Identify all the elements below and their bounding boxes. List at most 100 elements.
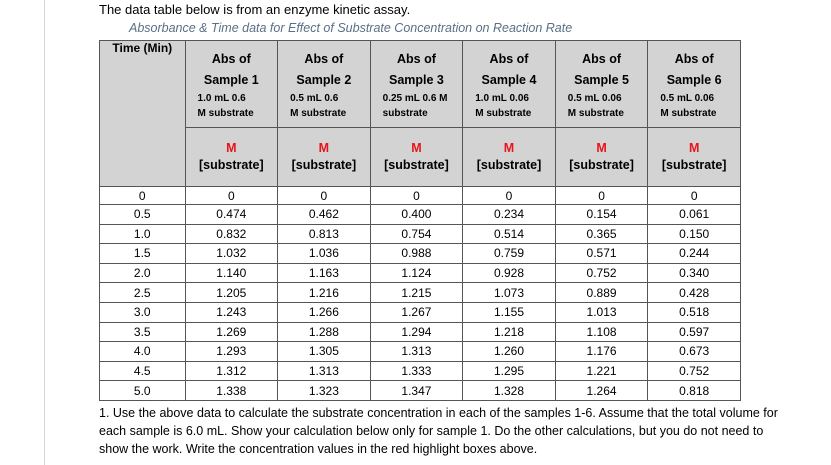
table-cell: 0.752 <box>554 262 649 284</box>
table-cell: 0.234 <box>462 204 556 225</box>
table-cell: 1.313 <box>277 360 371 382</box>
table-cell: 1.215 <box>369 282 464 303</box>
sample-4-concentration-box[interactable]: M [substrate] <box>462 127 556 187</box>
sample-6-title-line2: Sample 6 <box>666 73 722 87</box>
concentration-unit: M <box>226 140 237 155</box>
table-row: 2.5 1.205 1.216 1.215 1.073 0.889 0.428 <box>99 282 741 303</box>
table-cell: 0 <box>462 186 556 205</box>
table-cell: 0 <box>369 186 464 205</box>
table-row: 3.0 1.243 1.266 1.267 1.155 1.013 0.518 <box>99 301 741 323</box>
table-cell: 0.889 <box>554 282 649 303</box>
page-left-border <box>44 0 45 465</box>
table-cell: 1.5 <box>99 243 186 264</box>
table-cell: 0.061 <box>647 204 741 225</box>
table-cell: 1.347 <box>369 380 464 401</box>
table-cell: 0.673 <box>647 341 741 362</box>
table-cell: 1.264 <box>554 380 649 401</box>
sample-4-title-line1: Abs of <box>489 52 529 66</box>
sample-4-title-line2: Sample 4 <box>481 73 537 87</box>
sample-2-title-line1: Abs of <box>304 52 344 66</box>
table-row: 4.5 1.312 1.313 1.333 1.295 1.221 0.752 <box>99 360 741 382</box>
table-row: 1.0 0.832 0.813 0.754 0.514 0.365 0.150 <box>99 223 741 245</box>
table-cell: 0.754 <box>369 223 464 245</box>
table-cell: 1.108 <box>554 321 649 343</box>
intro-text: The data table below is from an enzyme k… <box>99 2 411 17</box>
table-cell: 1.216 <box>277 282 371 303</box>
question-1-text: 1. Use the above data to calculate the s… <box>99 406 778 456</box>
table-cell: 1.333 <box>369 360 464 382</box>
table-cell: 4.0 <box>99 341 186 362</box>
table-cell: 0 <box>647 186 741 205</box>
table-cell: 1.176 <box>554 341 649 362</box>
concentration-label: [substrate] <box>291 157 357 172</box>
absorbance-data-table: Time (Min) Abs of Sample 1 1.0 mL 0.6 M … <box>99 40 741 401</box>
sample-1-header: Abs of Sample 1 1.0 mL 0.6 M substrate <box>184 40 279 128</box>
table-cell: 0.988 <box>369 243 464 264</box>
table-cell: 0 <box>277 186 371 205</box>
table-cell: 2.5 <box>99 282 186 303</box>
sample-3-title-line1: Abs of <box>396 52 436 66</box>
table-cell: 1.155 <box>462 301 556 323</box>
table-cell: 1.013 <box>554 301 649 323</box>
table-cell: 0.752 <box>647 360 741 382</box>
sample-2-desc-line2: M substrate <box>290 108 347 119</box>
sample-1-title-line2: Sample 1 <box>203 73 259 87</box>
table-cell: 3.0 <box>99 301 186 323</box>
table-cell: 0.154 <box>554 204 649 225</box>
sample-6-desc-line1: 0.5 mL 0.06 <box>660 93 715 104</box>
sample-6-header: Abs of Sample 6 0.5 mL 0.06 M substrate <box>647 40 741 128</box>
table-cell: 1.163 <box>277 262 371 284</box>
table-cell: 1.293 <box>184 341 279 362</box>
table-row: 3.5 1.269 1.288 1.294 1.218 1.108 0.597 <box>99 321 741 343</box>
sample-5-title-line1: Abs of <box>582 52 621 66</box>
sample-2-concentration-box[interactable]: M [substrate] <box>277 127 371 187</box>
table-cell: 0.514 <box>462 223 556 245</box>
concentration-label: [substrate] <box>199 157 264 172</box>
sample-5-concentration-box[interactable]: M [substrate] <box>554 127 649 187</box>
concentration-unit: M <box>503 140 515 155</box>
table-cell: 0.5 <box>99 204 186 225</box>
table-cell: 1.323 <box>277 380 371 401</box>
concentration-label: [substrate] <box>384 157 449 172</box>
sample-3-concentration-box[interactable]: M [substrate] <box>369 127 464 187</box>
table-cell: 0.928 <box>462 262 556 284</box>
table-cell: 1.218 <box>462 321 556 343</box>
sample-2-header: Abs of Sample 2 0.5 mL 0.6 M substrate <box>277 40 371 128</box>
sample-4-header: Abs of Sample 4 1.0 mL 0.06 M substrate <box>462 40 556 128</box>
table-cell: 2.0 <box>99 262 186 284</box>
sample-4-desc-line1: 1.0 mL 0.06 <box>475 93 529 104</box>
header-row: Time (Min) Abs of Sample 1 1.0 mL 0.6 M … <box>99 40 741 187</box>
table-cell: 0.759 <box>462 243 556 264</box>
table-row: 0.5 0.474 0.462 0.400 0.234 0.154 0.061 <box>99 204 741 225</box>
table-cell: 0.818 <box>647 380 741 401</box>
table-cell: 0.813 <box>277 223 371 245</box>
sample-1-title-line1: Abs of <box>211 52 251 66</box>
table-cell: 1.295 <box>462 360 556 382</box>
table-cell: 1.267 <box>369 301 464 323</box>
sample-3-header: Abs of Sample 3 0.25 mL 0.6 M substrate <box>369 40 464 128</box>
table-row: 4.0 1.293 1.305 1.313 1.260 1.176 0.673 <box>99 341 741 362</box>
sample-1-concentration-box[interactable]: M [substrate] <box>184 127 279 187</box>
concentration-unit: M <box>596 140 607 155</box>
sample-1-desc-line1: 1.0 mL 0.6 <box>197 93 246 104</box>
sample-5-title-line2: Sample 5 <box>574 73 629 87</box>
table-cell: 1.221 <box>554 360 649 382</box>
table-row: 5.0 1.338 1.323 1.347 1.328 1.264 0.818 <box>99 380 741 401</box>
table-cell: 0 <box>99 186 186 205</box>
sample-6-concentration-box[interactable]: M [substrate] <box>647 127 741 187</box>
table-cell: 5.0 <box>99 380 186 401</box>
table-cell: 0.518 <box>647 301 741 323</box>
table-cell: 1.266 <box>277 301 371 323</box>
concentration-unit: M <box>411 140 422 155</box>
sample-6-desc-line2: M substrate <box>660 108 717 119</box>
table-cell: 0.597 <box>647 321 741 343</box>
sample-3-desc-line1: 0.25 mL 0.6 M <box>382 93 448 104</box>
table-cell: 1.269 <box>184 321 279 343</box>
table-cell: 0 <box>184 186 279 205</box>
concentration-label: [substrate] <box>569 157 634 172</box>
sample-1-desc-line2: M substrate <box>197 108 254 119</box>
table-cell: 1.294 <box>369 321 464 343</box>
concentration-unit: M <box>688 140 700 155</box>
table-cell: 0.400 <box>369 204 464 225</box>
table-cell: 0.474 <box>184 204 279 225</box>
